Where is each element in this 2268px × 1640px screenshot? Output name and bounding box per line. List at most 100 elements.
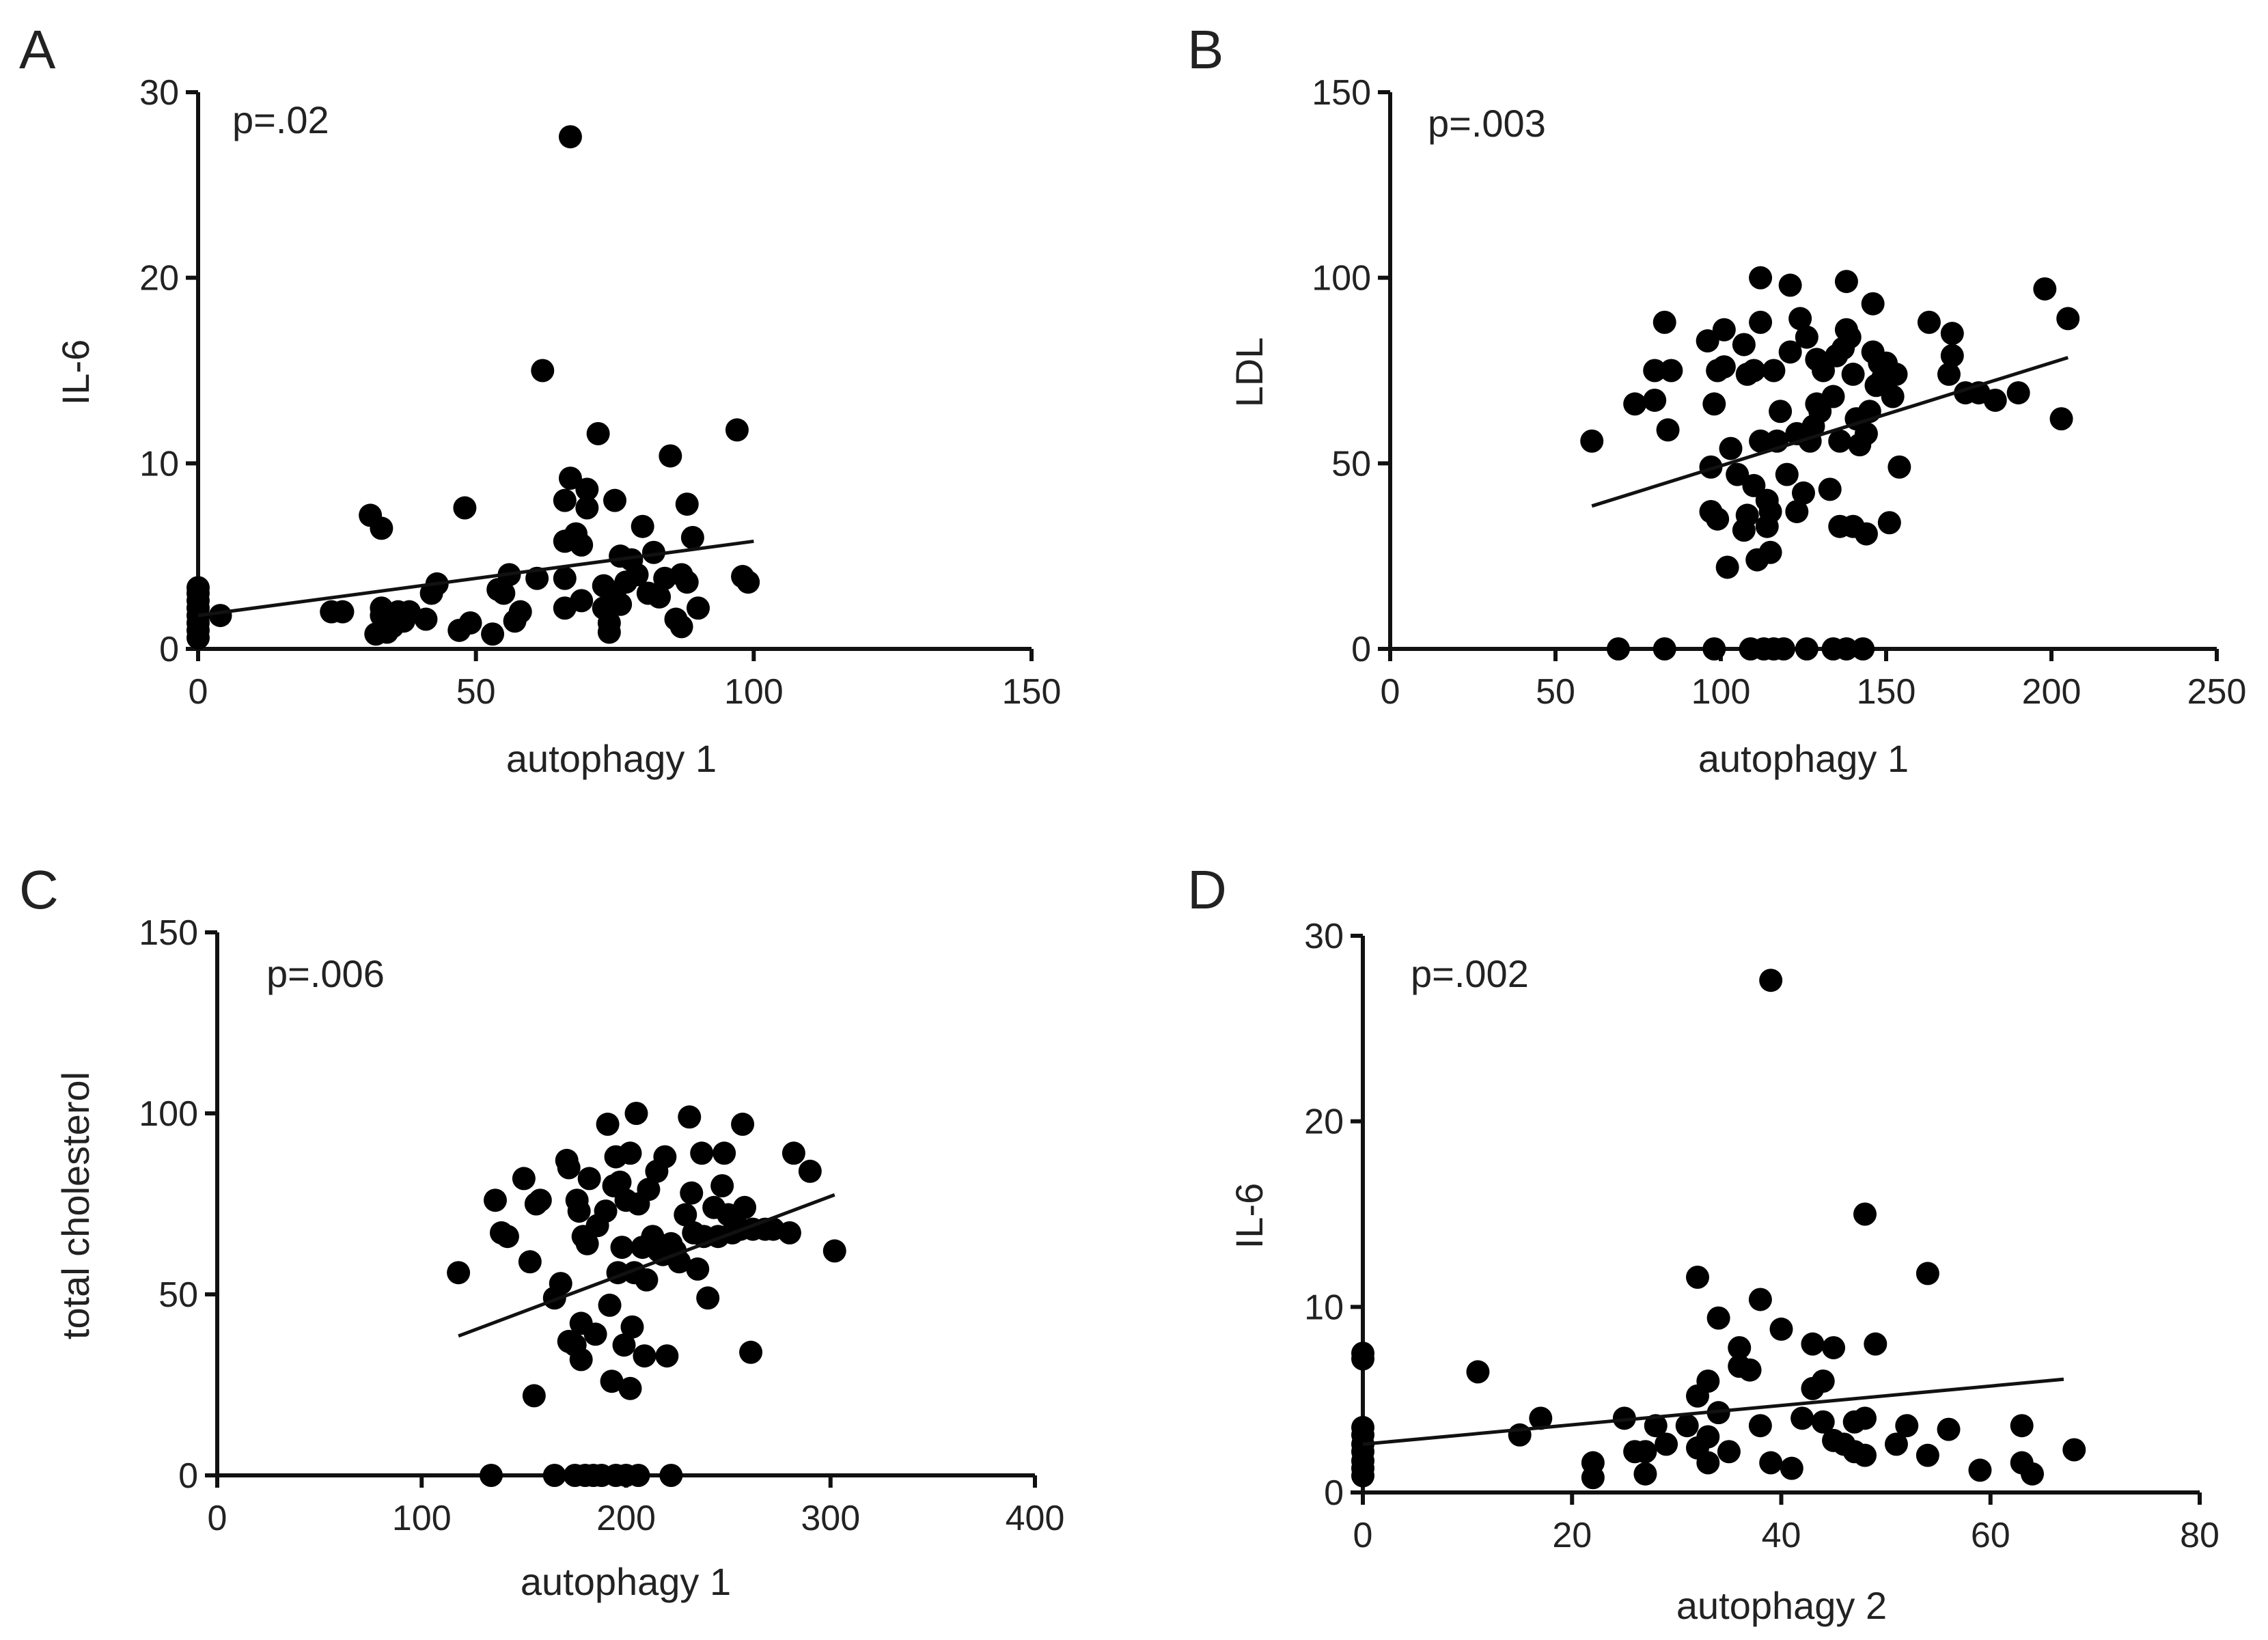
data-point [631,514,654,538]
data-point [675,492,699,516]
data-point [1785,499,1809,523]
data-point [1940,322,1964,346]
data-point [653,1145,677,1169]
x-tick-label: 150 [1002,672,1062,712]
data-point [542,1464,566,1487]
data-point [1706,507,1730,531]
data-point [1581,1466,1605,1490]
regression-line [197,539,754,617]
data-point [1659,359,1683,383]
data-point [1864,1332,1887,1356]
data-point [1655,1432,1678,1456]
regression-line [1591,356,2069,508]
data-point [1735,503,1759,527]
data-point [2062,1438,2086,1462]
data-point [1916,1443,1939,1467]
x-tick-label: 100 [724,672,784,712]
data-point [575,496,599,520]
y-axis-label: IL-6 [54,339,97,406]
data-point [1675,1414,1699,1438]
data-point [1887,455,1911,479]
data-point [2033,277,2057,301]
data-point [1881,385,1905,408]
data-point [569,1348,593,1372]
data-point [575,477,599,501]
data-point [1643,388,1667,412]
x-axis-label: autophagy 2 [1676,1584,1887,1627]
data-point [1633,1462,1657,1486]
data-point [782,1141,805,1165]
data-point [1580,429,1604,453]
data-point [570,589,594,613]
data-point [1351,1342,1374,1365]
y-tick-label: 0 [159,630,179,669]
data-point [1696,329,1719,353]
data-point [618,1376,642,1400]
data-point [577,1167,601,1191]
x-tick-label: 50 [456,672,496,712]
data-point [458,611,482,635]
p-value-annotation: p=.006 [266,952,385,995]
data-point [612,1333,636,1357]
data-point [637,1178,661,1201]
data-point [1715,555,1739,579]
data-point [553,488,577,512]
data-point [1968,1458,1992,1482]
data-point [1762,359,1786,383]
data-point [686,1257,710,1281]
data-point [597,620,621,644]
y-tick-label: 100 [1312,259,1371,298]
data-point [1749,429,1773,453]
data-point [553,566,577,590]
x-tick-label: 50 [1536,672,1575,712]
y-tick-label: 0 [1351,630,1371,669]
data-point [659,1464,683,1487]
data-point [1702,392,1726,416]
data-point [1884,362,1908,386]
data-point [549,1272,572,1296]
data-point [725,418,749,442]
data-point [531,359,555,383]
data-point [648,585,672,609]
data-point [1696,1451,1720,1475]
data-point [610,1236,634,1260]
data-point [641,540,665,564]
data-point [822,1239,846,1263]
x-tick-label: 400 [1006,1499,1065,1538]
data-point [1686,1265,1709,1289]
data-point [1801,1332,1825,1356]
y-tick-label: 10 [1304,1288,1344,1327]
data-point [1822,1336,1846,1360]
data-point [798,1159,822,1183]
data-point [596,1112,620,1136]
data-point [680,1181,704,1205]
data-point [690,1141,714,1165]
data-point [1699,455,1723,479]
data-point [208,604,232,628]
data-point [1717,1440,1741,1464]
y-tick-label: 150 [139,913,198,953]
data-point [1759,969,1783,992]
y-tick-label: 50 [1331,444,1371,484]
data-point [600,1370,624,1393]
data-point [1769,400,1793,423]
x-tick-label: 150 [1857,672,1916,712]
data-point [1732,333,1756,357]
data-point [680,526,704,549]
data-point [1742,359,1766,383]
data-point [635,1268,659,1292]
y-tick-label: 30 [1304,917,1344,956]
data-point [414,607,438,631]
data-point [570,533,594,557]
panel-letter-c: C [19,859,59,920]
data-point [492,581,516,605]
data-point [1351,1415,1374,1439]
data-point [1812,359,1836,383]
data-point [1854,421,1878,445]
data-point [1758,540,1782,564]
data-point [777,1221,801,1245]
data-point [1748,1414,1772,1438]
data-point [1877,511,1901,535]
p-value-annotation: p=.002 [1411,952,1529,995]
